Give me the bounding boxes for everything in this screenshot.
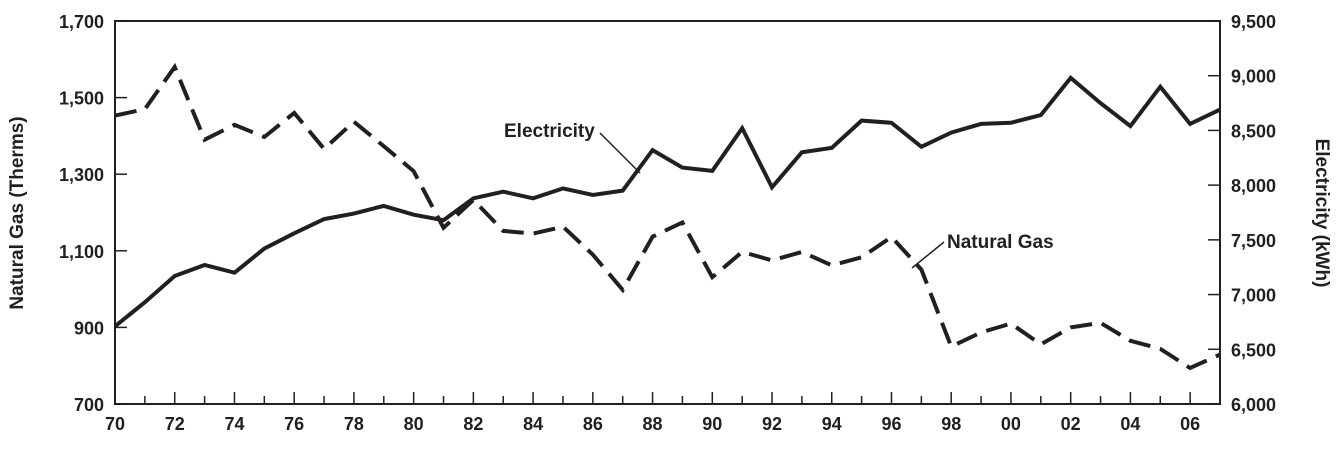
right-y-axis-tick-labels: 6,000 6,500 7,000 7,500 8,000 8,500 9,000 9,500 xyxy=(1231,12,1276,415)
x-tick-label: 82 xyxy=(463,414,483,434)
x-tick-label: 96 xyxy=(881,414,901,434)
x-tick-label: 04 xyxy=(1120,414,1140,434)
x-tick-label: 98 xyxy=(941,414,961,434)
right-y-tick-label: 6,500 xyxy=(1231,340,1276,360)
right-y-axis-title: Electricity (kWh) xyxy=(1311,139,1332,288)
natural-gas-line xyxy=(114,62,1221,371)
left-y-tick-label: 1,100 xyxy=(59,242,104,262)
x-tick-label: 90 xyxy=(702,414,722,434)
x-tick-label: 78 xyxy=(344,414,364,434)
x-tick-label: 70 xyxy=(105,414,125,434)
electricity-leader-line xyxy=(599,132,641,174)
left-y-tick-label: 700 xyxy=(74,395,104,415)
left-y-tick-label: 1,500 xyxy=(59,89,104,109)
electricity-line xyxy=(113,75,1221,328)
natural-gas-leader-line xyxy=(911,241,945,269)
x-tick-label: 00 xyxy=(1001,414,1021,434)
right-y-tick-label: 7,000 xyxy=(1231,286,1276,306)
x-axis-ticks xyxy=(114,392,1221,404)
right-y-tick-label: 6,000 xyxy=(1231,395,1276,415)
x-tick-label: 84 xyxy=(523,414,543,434)
right-y-tick-label: 7,500 xyxy=(1231,231,1276,251)
right-y-axis-ticks xyxy=(1208,20,1220,405)
electricity-annotation: Electricity xyxy=(504,121,595,142)
x-tick-label: 86 xyxy=(583,414,603,434)
x-tick-label: 06 xyxy=(1180,414,1200,434)
right-y-tick-label: 9,000 xyxy=(1231,67,1276,87)
x-tick-label: 74 xyxy=(224,414,244,434)
series-lines xyxy=(113,62,1221,371)
x-tick-label: 72 xyxy=(165,414,185,434)
right-y-tick-label: 9,500 xyxy=(1231,12,1276,32)
left-y-axis-ticks xyxy=(115,20,127,405)
x-tick-label: 76 xyxy=(284,414,304,434)
x-tick-label: 80 xyxy=(404,414,424,434)
plot-frame xyxy=(114,20,1221,405)
x-tick-label: 88 xyxy=(643,414,663,434)
left-y-axis-title: Natural Gas (Therms) xyxy=(7,116,28,309)
left-y-axis-tick-labels: 700 900 1,100 1,300 1,500 1,700 xyxy=(59,12,104,415)
left-y-tick-label: 1,300 xyxy=(59,165,104,185)
x-tick-label: 92 xyxy=(762,414,782,434)
right-y-tick-label: 8,500 xyxy=(1231,121,1276,141)
x-axis-tick-labels: 70 72 74 76 78 80 82 84 86 88 90 92 94 96 98 00 02 04 06 xyxy=(105,414,1200,434)
natural-gas-annotation: Natural Gas xyxy=(947,232,1054,253)
left-y-tick-label: 1,700 xyxy=(59,12,104,32)
x-tick-label: 94 xyxy=(822,414,842,434)
left-y-tick-label: 900 xyxy=(74,318,104,338)
x-tick-label: 02 xyxy=(1061,414,1081,434)
right-y-tick-label: 8,000 xyxy=(1231,176,1276,196)
